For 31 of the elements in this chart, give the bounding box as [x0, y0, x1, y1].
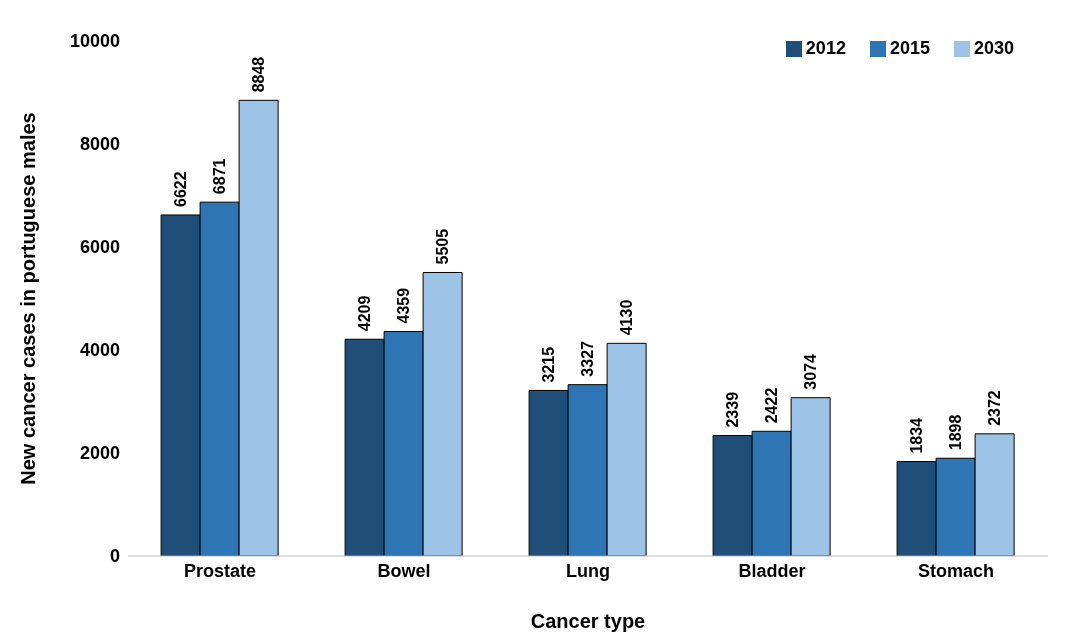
data-label: 5505 [434, 228, 452, 265]
y-tick-label: 4000 [79, 340, 120, 361]
y-axis-title: New cancer cases in portuguese males [17, 112, 40, 485]
data-label: 2422 [763, 387, 781, 424]
data-label: 3074 [802, 353, 820, 390]
legend-label: 2015 [889, 38, 930, 58]
data-label: 4130 [618, 299, 636, 336]
data-label: 2339 [724, 391, 742, 428]
data-label: 8848 [250, 56, 268, 93]
legend-label: 2012 [805, 38, 846, 58]
y-tick-label: 10000 [69, 31, 120, 52]
data-label: 3215 [540, 346, 558, 383]
data-label: 6871 [211, 158, 229, 195]
y-tick-label: 0 [109, 546, 120, 567]
data-label: 3327 [579, 340, 597, 377]
x-tick-label: Lung [566, 560, 610, 581]
x-tick-label: Bladder [738, 560, 806, 581]
data-label: 2372 [986, 390, 1004, 426]
x-tick-label: Bowel [377, 560, 431, 581]
x-tick-label: Stomach [917, 560, 995, 581]
data-label: 1834 [908, 417, 926, 454]
legend-label: 2030 [973, 38, 1014, 58]
x-axis-title: Cancer type [530, 610, 646, 632]
x-tick-label: Prostate [183, 560, 257, 581]
data-label: 4209 [356, 295, 374, 332]
y-tick-label: 6000 [79, 237, 120, 258]
y-tick-label: 2000 [79, 443, 120, 464]
data-label: 1898 [947, 414, 965, 451]
data-label: 6622 [172, 171, 190, 207]
data-label: 4359 [395, 287, 413, 324]
y-tick-label: 8000 [79, 134, 120, 155]
